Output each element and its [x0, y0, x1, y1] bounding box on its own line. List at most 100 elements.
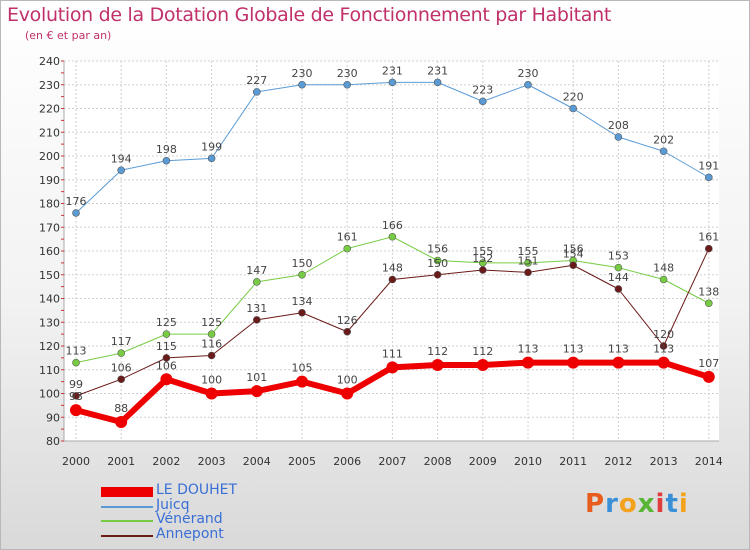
data-label-v-n-rand: 125	[201, 316, 222, 329]
y-tick-label: 200	[39, 150, 60, 163]
data-label-juicq: 230	[518, 67, 539, 80]
data-label-annepont: 115	[156, 340, 177, 353]
data-label-le-douhet: 112	[472, 345, 493, 358]
y-tick-label: 170	[39, 221, 60, 234]
data-point-le-douhet	[205, 387, 218, 400]
data-label-juicq: 191	[698, 159, 719, 172]
data-point-le-douhet	[70, 404, 82, 417]
data-label-juicq: 227	[246, 74, 267, 87]
data-point-le-douhet	[296, 375, 308, 388]
data-point-v-n-rand	[524, 259, 532, 267]
y-tick-label: 160	[39, 245, 60, 258]
x-tick-label: 2007	[378, 455, 406, 468]
data-label-annepont: 151	[518, 254, 539, 267]
data-point-le-douhet	[522, 356, 534, 369]
data-label-juicq: 220	[563, 91, 584, 104]
data-point-le-douhet	[476, 359, 489, 371]
data-point-juicq	[72, 209, 80, 217]
data-label-v-n-rand: 153	[608, 250, 629, 263]
data-label-annepont: 120	[653, 328, 674, 341]
data-label-v-n-rand: 155	[518, 245, 539, 258]
data-point-le-douhet	[702, 370, 715, 383]
data-point-annepont	[162, 354, 171, 362]
data-label-annepont: 134	[292, 295, 313, 308]
x-tick-label: 2001	[107, 455, 135, 468]
data-label-annepont: 150	[427, 257, 448, 270]
data-label-annepont: 106	[111, 361, 132, 374]
data-point-juicq	[433, 78, 442, 87]
y-tick-label: 120	[39, 340, 60, 353]
data-point-v-n-rand	[298, 270, 306, 279]
legend-label: LE DOUHET	[156, 482, 238, 498]
data-label-v-n-rand: 156	[427, 243, 448, 256]
data-point-v-n-rand	[72, 358, 80, 367]
data-point-v-n-rand	[388, 232, 397, 241]
data-label-v-n-rand: 150	[292, 257, 313, 270]
data-label-v-n-rand: 125	[156, 316, 177, 329]
data-point-le-douhet	[657, 356, 670, 369]
x-tick-label: 2008	[424, 455, 452, 468]
data-label-le-douhet: 113	[518, 343, 539, 356]
y-tick-label: 90	[46, 411, 60, 424]
data-label-v-n-rand: 155	[472, 245, 493, 258]
y-tick-label: 230	[39, 79, 60, 92]
data-point-annepont	[72, 392, 80, 400]
data-point-le-douhet	[431, 359, 444, 371]
data-point-annepont	[524, 268, 532, 277]
data-label-v-n-rand: 117	[111, 335, 132, 348]
legend-swatch	[101, 505, 153, 508]
data-label-le-douhet: 113	[653, 343, 674, 356]
x-tick-label: 2012	[604, 455, 632, 468]
data-point-juicq	[614, 133, 623, 141]
data-point-annepont	[298, 308, 306, 317]
data-point-v-n-rand	[253, 278, 261, 286]
y-tick-label: 210	[39, 126, 60, 139]
legend-label: Vénérand	[156, 511, 223, 527]
data-point-juicq	[659, 147, 668, 156]
y-tick-label: 190	[39, 174, 60, 187]
data-point-juicq	[388, 78, 397, 87]
legend-swatch	[101, 487, 153, 498]
data-point-v-n-rand	[704, 299, 713, 308]
data-point-v-n-rand	[162, 330, 171, 338]
x-tick-label: 2004	[243, 455, 271, 468]
data-label-annepont: 144	[608, 271, 629, 284]
data-label-annepont: 154	[563, 247, 584, 260]
y-tick-label: 180	[39, 198, 60, 211]
data-label-le-douhet: 113	[563, 343, 584, 356]
data-label-juicq: 231	[427, 64, 448, 77]
data-point-annepont	[343, 327, 352, 336]
x-tick-label: 2005	[288, 455, 316, 468]
data-point-annepont	[388, 275, 397, 284]
data-label-annepont: 131	[246, 302, 267, 315]
data-point-v-n-rand	[614, 263, 623, 272]
data-label-le-douhet: 112	[427, 345, 448, 358]
y-tick-label: 220	[39, 103, 60, 116]
x-tick-label: 2014	[695, 455, 723, 468]
data-label-juicq: 231	[382, 64, 403, 77]
data-label-juicq: 230	[337, 67, 358, 80]
data-label-annepont: 126	[337, 314, 358, 327]
x-tick-label: 2011	[559, 455, 587, 468]
data-point-juicq	[117, 166, 125, 175]
data-point-v-n-rand	[433, 256, 442, 265]
y-tick-label: 100	[39, 388, 60, 401]
data-point-juicq	[207, 154, 216, 163]
data-point-v-n-rand	[207, 330, 216, 338]
chart-subtitle: (en € et par an)	[25, 29, 112, 42]
data-point-v-n-rand	[117, 349, 125, 357]
data-point-annepont	[433, 270, 442, 279]
proxiti-logo: Proxiti	[585, 489, 689, 519]
data-point-annepont	[207, 351, 216, 360]
data-point-le-douhet	[612, 356, 625, 369]
data-point-v-n-rand	[343, 244, 352, 253]
data-point-le-douhet	[160, 373, 173, 386]
data-label-annepont: 148	[382, 262, 403, 275]
data-label-annepont: 116	[201, 338, 222, 351]
data-label-annepont: 152	[472, 252, 493, 265]
data-point-annepont	[659, 342, 668, 350]
data-point-annepont	[569, 261, 578, 270]
legend-label: Annepont	[156, 525, 224, 542]
